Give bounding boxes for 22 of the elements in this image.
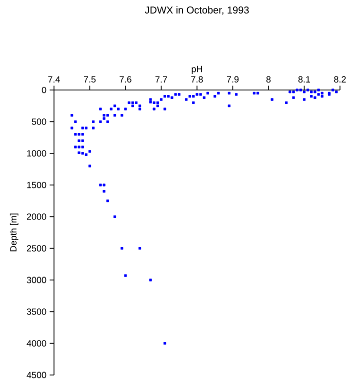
chart-title: JDWX in October, 1993 <box>144 6 249 15</box>
x-tick-label: 7.8 <box>191 76 203 83</box>
y-tick-label: 500 <box>32 118 46 125</box>
y-tick-label: 1500 <box>27 182 46 188</box>
y-tick-label: 4500 <box>26 372 46 378</box>
y-tick-label: 4000 <box>26 340 46 347</box>
x-axis-title: pH <box>192 66 202 74</box>
y-tick-label: 2500 <box>26 245 46 252</box>
x-tick-label: 8.1 <box>298 76 310 83</box>
y-tick-label: 3500 <box>26 308 46 315</box>
x-tick-label: 7.6 <box>120 76 132 83</box>
x-tick-label: 7.9 <box>226 76 239 83</box>
x-tick-label: 8 <box>266 76 271 83</box>
x-tick-label: 8.2 <box>334 76 346 83</box>
x-tick-label: 7.7 <box>155 76 168 83</box>
y-tick-label: 2000 <box>26 213 46 220</box>
x-tick-label: 7.4 <box>48 76 60 83</box>
y-tick-label: 0 <box>42 86 46 94</box>
x-tick-label: 7.5 <box>84 76 96 83</box>
y-axis-title: Depth [m] <box>10 214 18 252</box>
y-tick-label: 1000 <box>27 150 46 157</box>
y-tick-label: 3000 <box>26 276 46 284</box>
